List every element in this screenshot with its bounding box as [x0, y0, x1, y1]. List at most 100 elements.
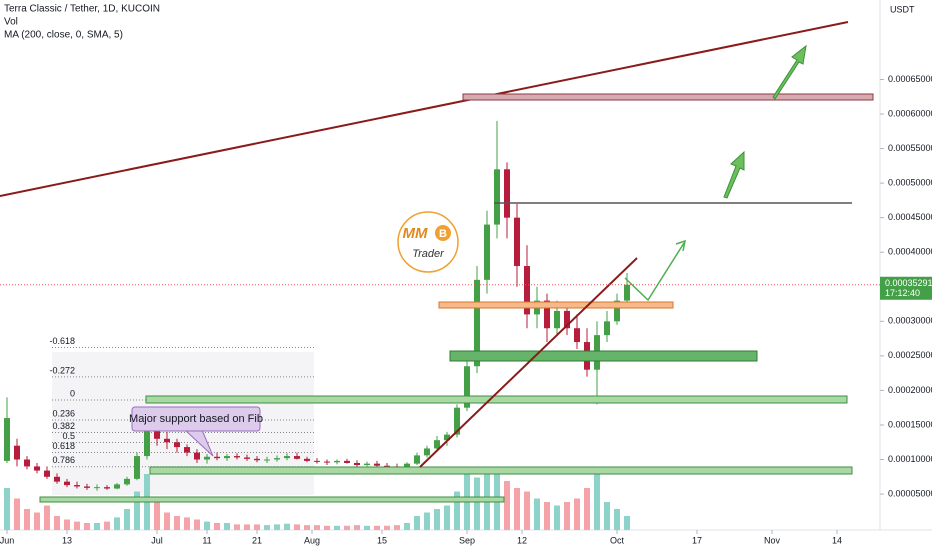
volume-bar	[524, 491, 530, 530]
volume-bar	[214, 523, 220, 530]
volume-bar	[64, 519, 70, 530]
candle-body	[514, 217, 520, 267]
volume-bar	[584, 488, 590, 530]
candle-body	[264, 459, 270, 461]
candle-body	[134, 456, 140, 479]
candle-body	[404, 463, 410, 468]
candle-body	[114, 484, 120, 489]
volume-bar	[404, 523, 410, 530]
y-tick-label: 0.00005000	[888, 488, 932, 498]
fib-label: 0.236	[52, 408, 75, 418]
candle-body	[564, 310, 570, 329]
drawings	[0, 21, 874, 503]
candle-body	[214, 456, 220, 459]
x-tick-label: 14	[832, 535, 842, 545]
volume-bar	[594, 470, 600, 530]
candle-body	[144, 428, 150, 457]
x-tick-label: Sep	[459, 535, 475, 545]
candle-body	[74, 485, 80, 487]
projection-path	[624, 242, 685, 302]
volume-bar	[544, 502, 550, 530]
candle-body	[334, 460, 340, 463]
candle-body	[484, 224, 490, 280]
candle-body	[624, 284, 630, 301]
volume-bar	[354, 525, 360, 530]
volume-bar	[394, 525, 400, 530]
volume-bar	[194, 519, 200, 530]
volume-bar	[54, 516, 60, 530]
volume-bar	[14, 498, 20, 530]
y-tick-label: 0.00065000	[888, 74, 932, 84]
volume-bar	[174, 516, 180, 530]
logo-subtext: Trader	[412, 248, 445, 260]
candle-body	[274, 458, 280, 460]
candle-body	[504, 169, 510, 218]
candle-body	[474, 279, 480, 367]
volume-bar	[24, 509, 30, 530]
volume-bar	[4, 488, 10, 530]
x-tick-label: 15	[377, 535, 387, 545]
volume-bar	[434, 509, 440, 530]
candle-body	[614, 300, 620, 322]
volume-bar	[104, 521, 110, 530]
candle-body	[384, 465, 390, 467]
callout-text: Major support based on Fib	[129, 413, 263, 425]
x-tick-label: 21	[252, 535, 262, 545]
trend-line	[419, 257, 638, 468]
logo-text: MM	[403, 225, 428, 242]
candle-body	[284, 456, 290, 459]
y-tick-label: 0.00060000	[888, 108, 932, 118]
y-tick-label: 0.00050000	[888, 177, 932, 187]
indicator-label: MA (200, close, 0, SMA, 5)	[4, 30, 123, 41]
logo-letter: B	[439, 228, 447, 240]
volume-bar	[334, 525, 340, 530]
arrow	[723, 150, 745, 199]
volume-bar	[474, 477, 480, 530]
candle-body	[94, 487, 100, 489]
candle-body	[84, 486, 90, 488]
volume-bar	[384, 525, 390, 530]
fib-label: 0.382	[52, 421, 75, 431]
volume-bar	[84, 523, 90, 530]
volume-bar	[414, 516, 420, 530]
x-tick-label: 11	[202, 535, 211, 545]
candle-body	[184, 447, 190, 453]
logo-ring	[397, 211, 459, 273]
candle-body	[364, 463, 370, 466]
candle-body	[194, 452, 200, 460]
price-label: 0.00035291	[885, 278, 932, 288]
y-tick-label: 0.00025000	[888, 350, 932, 360]
candle-body	[494, 169, 500, 225]
fib-label: 0	[70, 388, 75, 398]
x-tick-label: Jul	[151, 535, 163, 545]
fib-label: 0.5	[62, 431, 75, 441]
candle-body	[414, 455, 420, 464]
x-tick-label: Aug	[304, 535, 320, 545]
candle-body	[454, 407, 460, 435]
candle-body	[44, 470, 50, 477]
y-tick-label: 0.00020000	[888, 385, 932, 395]
x-tick-label: 13	[62, 535, 72, 545]
x-tick-label: Jun	[0, 535, 14, 545]
volume-bar	[134, 491, 140, 530]
volume-bar	[424, 512, 430, 530]
trend-line	[0, 21, 849, 197]
callout-box	[131, 406, 261, 432]
candle-body	[604, 321, 610, 336]
candle-body	[34, 466, 40, 471]
support-zone	[145, 395, 848, 404]
volume-bar	[444, 505, 450, 530]
y-tick-label: 0.00010000	[888, 454, 932, 464]
volume-bar	[554, 505, 560, 530]
volume-bar	[124, 509, 130, 530]
chart-title: Terra Classic / Tether, 1D, KUCOIN	[4, 4, 160, 15]
support-zone	[149, 466, 853, 475]
volume-bar	[34, 512, 40, 530]
candle-body	[174, 442, 180, 448]
volume-bar	[534, 498, 540, 530]
volume-bar	[564, 502, 570, 530]
volume-bar	[504, 481, 510, 530]
candle-body	[524, 266, 530, 315]
candle-body	[544, 300, 550, 329]
